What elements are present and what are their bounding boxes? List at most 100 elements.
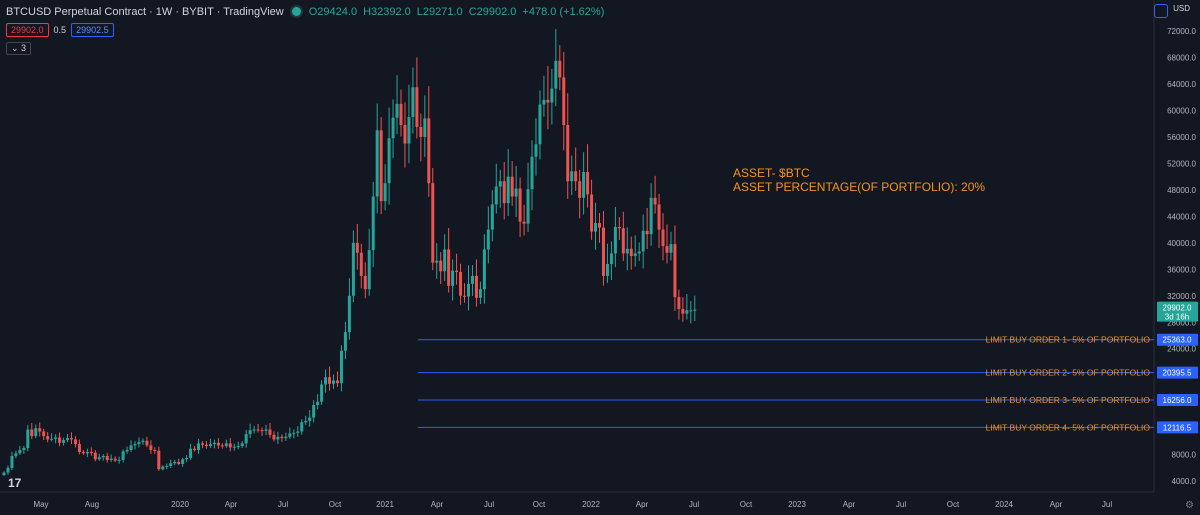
limit-order-price-label-4: 12116.5	[1163, 423, 1192, 432]
candle-body	[153, 450, 157, 452]
candle-body	[514, 188, 518, 197]
candle-body	[562, 77, 566, 125]
candle-body	[89, 452, 93, 454]
y-tick-label: 24000.0	[1167, 345, 1196, 354]
candle-body	[280, 436, 284, 439]
candle-body	[649, 197, 653, 235]
candle-body	[637, 251, 641, 254]
candle-body	[673, 244, 677, 298]
candle-body	[490, 204, 494, 230]
candle-body	[542, 99, 546, 105]
candle-body	[181, 459, 185, 464]
y-tick-label: 72000.0	[1167, 27, 1196, 36]
candle-body	[240, 443, 244, 447]
candle-body	[494, 186, 498, 205]
candle-body	[351, 242, 355, 296]
bid-price[interactable]: 29902.0	[6, 23, 49, 37]
candle-body	[598, 222, 601, 228]
y-tick-label: 68000.0	[1167, 53, 1196, 62]
y-tick-label: 52000.0	[1167, 159, 1196, 168]
y-tick-label: 28000.0	[1167, 318, 1196, 327]
candle-body	[101, 455, 105, 458]
candle-body	[363, 275, 367, 290]
candle-body	[173, 461, 177, 464]
candle-body	[54, 437, 58, 439]
candle-body	[689, 310, 693, 312]
candle-body	[34, 428, 38, 437]
auto-scale-icon[interactable]	[1154, 4, 1168, 18]
limit-order-text-1: LIMIT BUY ORDER 1- 5% OF PORTFOLIO	[986, 335, 1151, 345]
currency-label[interactable]: USD	[1173, 4, 1190, 13]
candle-body	[578, 181, 582, 198]
candle-body	[201, 443, 204, 445]
candle-body	[633, 253, 637, 257]
candle-body	[77, 444, 81, 453]
limit-order-text-2: LIMIT BUY ORDER 2- 5% OF PORTFOLIO	[986, 368, 1151, 378]
x-tick-label: 2021	[376, 500, 394, 509]
chart-header: BTCUSD Perpetual Contract · 1W · BYBIT ·…	[6, 5, 604, 18]
candle-body	[669, 244, 673, 253]
candle-body	[26, 429, 30, 449]
candle-body	[58, 437, 62, 443]
candle-body	[470, 275, 474, 284]
annotation-asset: ASSET- $BTC	[733, 166, 810, 180]
last-price-tag	[1157, 301, 1198, 322]
x-tick-label: Oct	[533, 500, 546, 509]
candle-body	[332, 380, 336, 384]
candle-body	[145, 440, 149, 446]
x-tick-label: Apr	[636, 500, 649, 509]
indicators-toggle[interactable]: ⌄ 3	[6, 42, 32, 55]
candle-body	[641, 230, 645, 252]
x-tick-label: Apr	[431, 500, 444, 509]
candle-body	[18, 450, 22, 454]
candle-body	[137, 442, 141, 445]
candle-body	[554, 60, 558, 89]
x-tick-label: Jul	[278, 500, 288, 509]
candle-body	[197, 443, 201, 451]
last-price-label: 29902.0	[1163, 304, 1192, 313]
candle-body	[165, 465, 169, 467]
candle-body	[407, 117, 411, 144]
candle-body	[133, 444, 137, 446]
candle-body	[129, 445, 133, 451]
candle-body	[177, 461, 181, 464]
candle-body	[451, 270, 455, 286]
candle-body	[185, 457, 189, 460]
candle-body	[629, 248, 633, 257]
candle-body	[149, 445, 153, 451]
y-tick-label: 56000.0	[1167, 133, 1196, 142]
candle-body	[284, 436, 288, 439]
candle-body	[498, 181, 502, 187]
candle-body	[613, 226, 617, 254]
gear-icon[interactable]: ⚙	[1185, 500, 1194, 511]
candle-body	[605, 264, 609, 276]
candle-body	[6, 467, 10, 473]
candle-body	[97, 457, 101, 460]
y-tick-label: 40000.0	[1167, 239, 1196, 248]
x-tick-label: 2024	[995, 500, 1013, 509]
candle-body	[256, 429, 260, 431]
candle-body	[169, 463, 173, 466]
candle-body	[276, 436, 280, 440]
candle-body	[117, 459, 121, 461]
candle-body	[443, 249, 447, 272]
candle-body	[419, 126, 423, 137]
tradingview-logo-icon[interactable]: 17	[8, 476, 22, 490]
candle-body	[375, 130, 379, 197]
ask-price[interactable]: 29902.5	[71, 23, 114, 37]
candle-body	[455, 270, 459, 272]
candle-body	[677, 297, 681, 310]
candle-body	[312, 405, 316, 418]
candle-body	[308, 417, 312, 421]
candle-body	[566, 125, 570, 182]
candle-body	[14, 453, 18, 456]
symbol-title[interactable]: BTCUSD Perpetual Contract · 1W · BYBIT ·…	[6, 5, 284, 18]
candle-body	[621, 228, 625, 254]
limit-order-price-tag-4	[1157, 421, 1198, 434]
candle-body	[105, 455, 109, 460]
candle-body	[534, 144, 538, 157]
high-value: H32392.0	[363, 5, 411, 18]
candle-body	[113, 458, 117, 461]
candle-body	[399, 103, 403, 125]
